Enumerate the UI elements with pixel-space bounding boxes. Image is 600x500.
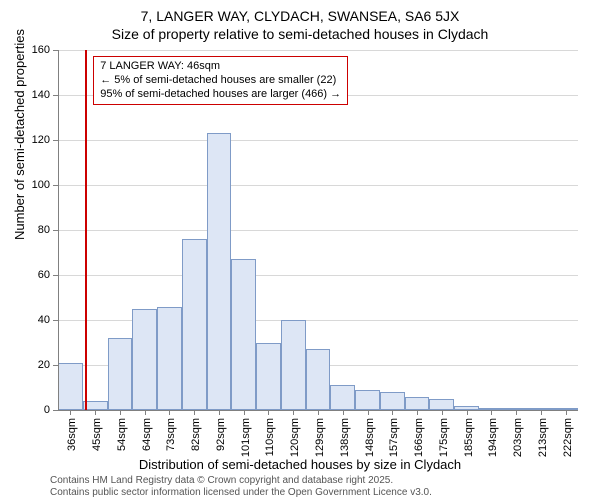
annotation-box: 7 LANGER WAY: 46sqm← 5% of semi-detached… — [93, 56, 348, 105]
histogram-bar — [429, 399, 454, 410]
histogram-bar — [231, 259, 256, 410]
y-tick-label: 20 — [38, 359, 50, 371]
y-tick-label: 100 — [32, 179, 50, 191]
histogram-bar — [380, 392, 405, 410]
histogram-bar — [132, 309, 157, 410]
footer-line2: Contains public sector information licen… — [50, 487, 590, 499]
histogram-bar — [108, 338, 133, 410]
y-tick-label: 0 — [44, 404, 50, 416]
y-tick-label: 40 — [38, 314, 50, 326]
histogram-bar — [306, 349, 331, 410]
histogram-bar — [256, 343, 281, 411]
marker-line — [85, 50, 87, 410]
histogram-bar — [355, 390, 380, 410]
y-axis-line — [58, 50, 59, 410]
y-tick-label: 80 — [38, 224, 50, 236]
annotation-line1: 7 LANGER WAY: 46sqm — [100, 60, 341, 74]
x-axis-label: Distribution of semi-detached houses by … — [0, 457, 600, 472]
histogram-bar — [157, 307, 182, 411]
chart-title-line1: 7, LANGER WAY, CLYDACH, SWANSEA, SA6 5JX — [0, 0, 600, 24]
histogram-bar — [405, 397, 430, 411]
y-tick-label: 160 — [32, 44, 50, 56]
y-tick-label: 140 — [32, 89, 50, 101]
histogram-bar — [58, 363, 83, 410]
plot-area: 02040608010012014016036sqm45sqm54sqm64sq… — [58, 50, 578, 410]
annotation-line2: ← 5% of semi-detached houses are smaller… — [100, 74, 341, 88]
chart-container: 7, LANGER WAY, CLYDACH, SWANSEA, SA6 5JX… — [0, 0, 600, 500]
histogram-bar — [281, 320, 306, 410]
x-axis-line — [58, 410, 578, 411]
y-tick-label: 60 — [38, 269, 50, 281]
annotation-line3: 95% of semi-detached houses are larger (… — [100, 88, 341, 102]
grid-line — [58, 230, 578, 231]
footer-line1: Contains HM Land Registry data © Crown c… — [50, 475, 590, 487]
histogram-bar — [330, 385, 355, 410]
histogram-bar — [182, 239, 207, 410]
y-tick-label: 120 — [32, 134, 50, 146]
grid-line — [58, 50, 578, 51]
grid-line — [58, 275, 578, 276]
footer-attribution: Contains HM Land Registry data © Crown c… — [50, 475, 590, 498]
chart-title-line2: Size of property relative to semi-detach… — [0, 24, 600, 42]
histogram-bar — [207, 133, 232, 410]
grid-line — [58, 140, 578, 141]
grid-line — [58, 185, 578, 186]
y-axis-label: Number of semi-detached properties — [12, 29, 27, 240]
